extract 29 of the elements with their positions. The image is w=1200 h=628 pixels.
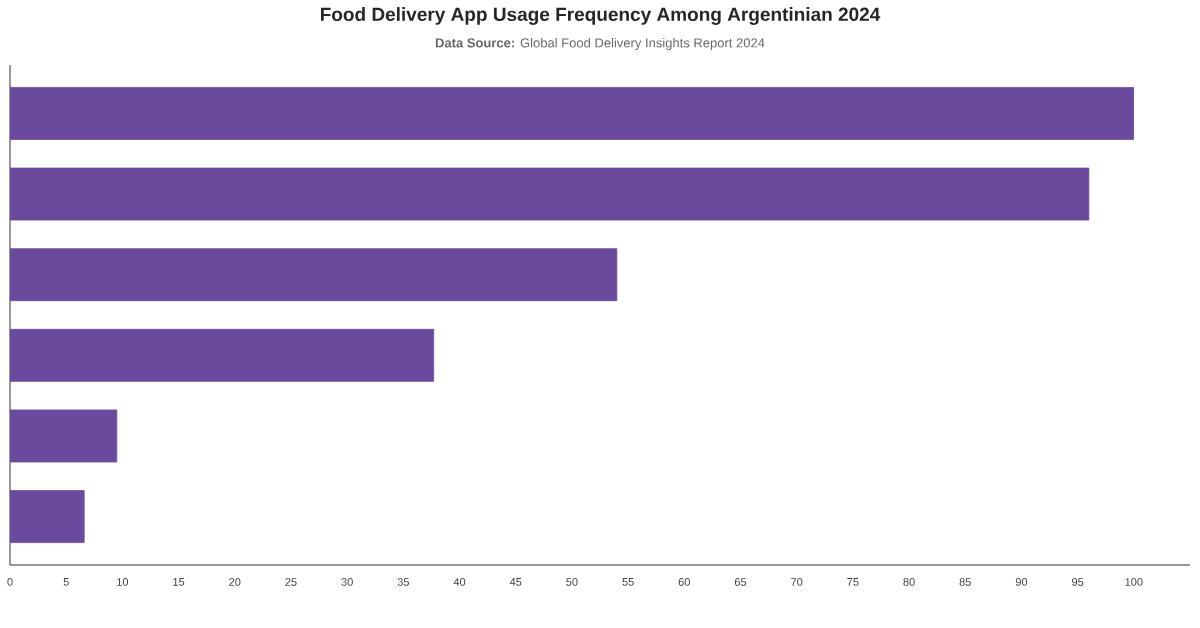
x-tick-label: 50: [566, 578, 578, 586]
x-tick-label: 90: [1015, 578, 1028, 586]
bar: [10, 167, 1090, 221]
x-tick-label: 45: [509, 578, 522, 586]
x-tick-label: 40: [453, 578, 466, 586]
x-tick-label: 70: [791, 578, 803, 586]
bar: [10, 87, 1135, 140]
x-tick-label: 30: [341, 578, 353, 586]
x-tick-label: 85: [959, 578, 971, 586]
x-tick-label: 10: [117, 578, 129, 586]
chart-subtitle: Data Source: Global Food Delivery Insights Report 2024: [435, 37, 765, 51]
bar: [10, 248, 618, 302]
bar: [10, 328, 435, 382]
x-tick-label: 0: [7, 578, 13, 586]
chart-title: Food Delivery App Usage Frequency Among Argentinian 2024: [320, 7, 881, 25]
x-tick-label: 60: [678, 578, 690, 586]
x-tick-label: 15: [173, 578, 185, 586]
x-tick-label: 5: [63, 578, 69, 586]
x-tick-label: 25: [285, 578, 297, 586]
bar: [10, 409, 118, 463]
x-tick-label: 80: [903, 578, 915, 586]
x-tick-label: 55: [622, 578, 634, 586]
x-tick-label: 100: [1125, 578, 1143, 586]
x-tick-label: 35: [397, 578, 409, 586]
x-tick-label: 75: [847, 578, 859, 586]
x-tick-label: 65: [734, 578, 747, 586]
x-tick-label: 20: [229, 578, 241, 586]
bar: [10, 490, 85, 544]
x-tick-label: 95: [1072, 578, 1084, 586]
